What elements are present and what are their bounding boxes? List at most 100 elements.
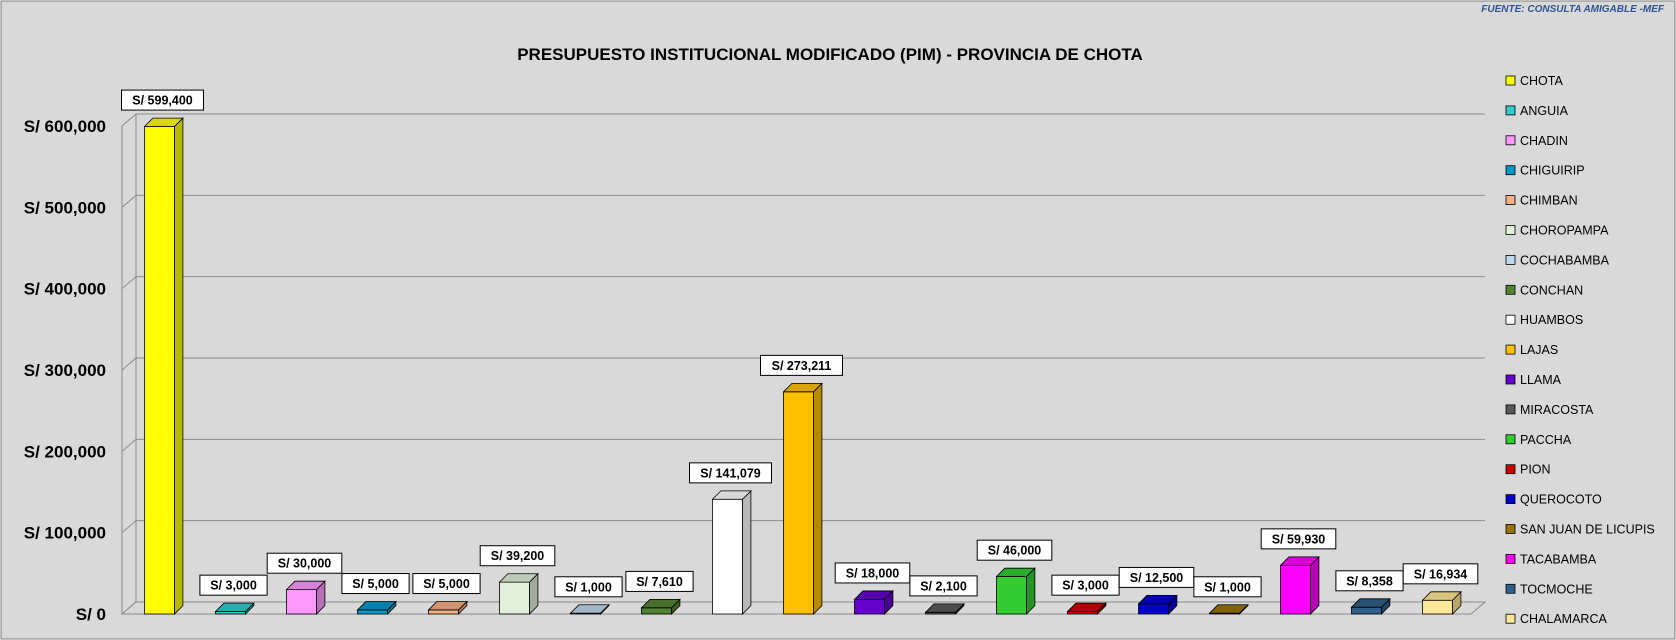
legend-label: COCHABAMBA [1520, 253, 1610, 267]
legend-item: CHOTA [1505, 74, 1563, 88]
bar-top [711, 490, 752, 500]
bar-top [427, 601, 468, 611]
bar-top [1066, 602, 1107, 612]
data-label-box [760, 354, 843, 376]
legend-item: TACABAMBA [1505, 552, 1597, 566]
bar-top [498, 573, 539, 583]
data-label-box [689, 462, 772, 484]
data-label-box [1402, 563, 1479, 585]
bar-front [783, 391, 814, 615]
data-label-text: S/ 16,934 [1414, 567, 1468, 581]
bar-side [813, 382, 823, 615]
bar-top [995, 567, 1036, 577]
bar-top [143, 117, 184, 127]
legend-item: HUAMBOS [1505, 313, 1583, 327]
bar-front [428, 609, 459, 615]
legend-label: CONCHAN [1520, 283, 1583, 297]
data-label-text: S/ 1,000 [1204, 580, 1251, 594]
legend-item: LLAMA [1505, 373, 1562, 387]
legend-item: CHIMBAN [1505, 194, 1578, 208]
data-label: S/ 39,200 [479, 545, 556, 567]
data-label-box [341, 573, 410, 595]
bar-side [742, 489, 752, 615]
legend-label: SAN JUAN DE LICUPIS [1520, 523, 1655, 537]
bar-top [924, 603, 965, 613]
bar-side [1310, 555, 1320, 615]
data-label-box [412, 573, 481, 595]
gridline-diagonal [121, 113, 137, 127]
legend-item: QUEROCOTO [1505, 493, 1602, 507]
bar-pion [1066, 602, 1107, 615]
legend-label: TACABAMBA [1520, 552, 1597, 566]
bar-front [144, 126, 175, 615]
legend-swatch [1505, 613, 1516, 624]
y-tick-label: S/ 300,000 [24, 361, 106, 380]
data-label: S/ 16,934 [1402, 563, 1479, 585]
bar-anguia [214, 602, 255, 615]
bar-top [782, 382, 823, 393]
y-tick-label: S/ 0 [76, 605, 106, 624]
legend-item: CHIGUIRIP [1505, 164, 1585, 178]
data-label-text: S/ 141,079 [700, 466, 761, 480]
legend-swatch [1505, 524, 1516, 534]
legend-item: CHALAMARCA [1505, 612, 1607, 626]
bar-choropampa [498, 572, 539, 615]
bars [143, 117, 1462, 615]
data-label: S/ 2,100 [909, 575, 978, 597]
legend-label: MIRACOSTA [1520, 403, 1594, 417]
gridline-diagonal [121, 357, 137, 371]
legend-swatch [1505, 344, 1516, 355]
data-label-box [1193, 576, 1262, 598]
legend-swatch [1505, 554, 1516, 564]
y-axis: S/ 0 S/ 100,000 S/ 200,000 S/ 300,000 S/ 400… [24, 117, 106, 624]
data-label-text: S/ 5,000 [352, 577, 399, 591]
bar-querocoto [1137, 594, 1178, 615]
bar-front [1351, 606, 1382, 615]
legend-swatch [1505, 374, 1516, 385]
data-label: S/ 5,000 [412, 573, 481, 595]
data-labels: S/ 599,400 S/ 3,000 S/ 30,000 S/ 5,000 S/ 5,… [121, 89, 1479, 598]
data-label: S/ 18,000 [834, 562, 911, 584]
data-label: S/ 12,500 [1118, 566, 1195, 588]
bar-chimban [427, 600, 468, 615]
bar-top [356, 601, 397, 611]
bar-front [499, 581, 530, 615]
legend-swatch [1505, 105, 1516, 116]
legend-label: HUAMBOS [1520, 313, 1583, 327]
data-label-text: S/ 273,211 [772, 359, 832, 373]
bar-lajas [782, 382, 823, 615]
legend-label: CHOTA [1520, 74, 1563, 88]
bar-chiguirip [356, 600, 397, 615]
data-label-box [1260, 528, 1337, 550]
data-label: S/ 141,079 [689, 462, 772, 484]
data-label-text: S/ 3,000 [210, 579, 257, 593]
legend-item: CHADIN [1505, 134, 1568, 148]
legend-item: COCHABAMBA [1505, 253, 1610, 267]
bar-chota [143, 117, 184, 615]
y-tick-label: S/ 400,000 [24, 280, 106, 299]
bar-san-juan-de-licupis [1208, 603, 1249, 615]
legend-swatch [1505, 434, 1516, 445]
legend-swatch [1505, 284, 1516, 295]
legend-label: CHADIN [1520, 134, 1568, 148]
bar-top [640, 599, 681, 609]
source-note: FUENTE: CONSULTA AMIGABLE -MEF [1481, 4, 1665, 15]
legend-label: CHOROPAMPA [1520, 224, 1609, 238]
data-label-text: S/ 2,100 [920, 579, 967, 593]
legend-item: TOCMOCHE [1505, 582, 1593, 596]
legend-label: TOCMOCHE [1520, 582, 1593, 596]
data-label: S/ 7,610 [625, 570, 694, 592]
data-label-box [909, 575, 978, 597]
legend-label: LAJAS [1520, 343, 1558, 357]
bar-front [1422, 599, 1453, 615]
bar-tocmoche [1350, 597, 1391, 615]
gridline-diagonal [121, 438, 137, 452]
bar-front [641, 607, 672, 615]
legend-item: CHOROPAMPA [1505, 224, 1609, 238]
bar-top [1350, 598, 1391, 608]
data-label: S/ 46,000 [976, 539, 1053, 561]
bar-front [712, 498, 743, 615]
bar-top [853, 590, 894, 600]
bar-front [357, 609, 388, 615]
